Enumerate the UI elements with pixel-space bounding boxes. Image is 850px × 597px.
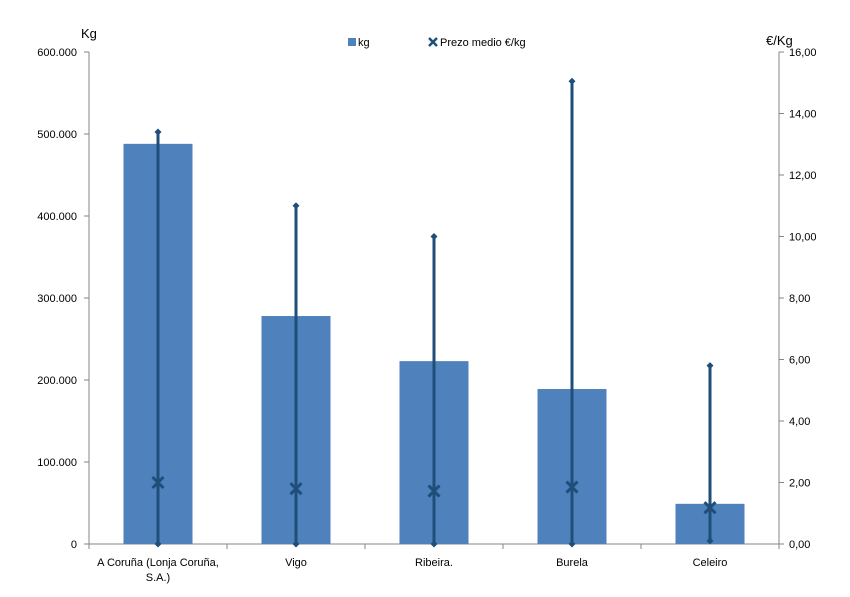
- right-axis-ticks: 0,00 2,00 4,00 6,00 8,00 10,00 12,00 14,00 16,00: [779, 47, 817, 551]
- left-tick-label: 0: [71, 539, 77, 551]
- price-markers: [151, 475, 717, 515]
- price-min-marker: [706, 537, 714, 545]
- right-tick-label: 0,00: [789, 539, 810, 551]
- price-max-marker: [430, 233, 438, 240]
- price-min-marker: [568, 540, 576, 548]
- legend-price-label: Prezo medio €/kg: [440, 37, 526, 49]
- left-tick-label: 600.000: [37, 47, 77, 59]
- price-avg-marker: [289, 482, 303, 496]
- legend-price-marker-icon: [428, 37, 438, 47]
- price-max-marker: [154, 128, 162, 136]
- price-avg-marker: [565, 480, 579, 494]
- price-range-lines: [154, 77, 714, 548]
- legend-kg-swatch: [348, 38, 356, 46]
- legend: kg Prezo medio €/kg: [348, 37, 526, 49]
- legend-kg-label: kg: [358, 37, 370, 49]
- price-max-marker: [568, 77, 576, 85]
- category-labels: A Coruña (Lonja Coruña, S.A.) Vigo Ribeira.…: [97, 557, 727, 584]
- left-tick-label: 100.000: [37, 457, 77, 469]
- left-tick-label: 300.000: [37, 293, 77, 305]
- price-max-marker: [706, 362, 714, 370]
- price-avg-marker: [151, 475, 165, 490]
- price-min-marker: [430, 540, 438, 548]
- category-label: A Coruña (Lonja Coruña, S.A.): [97, 557, 219, 584]
- right-tick-label: 6,00: [789, 355, 810, 367]
- category-label: Ribeira.: [415, 557, 453, 569]
- category-label: Celeiro: [693, 557, 728, 569]
- left-tick-label: 200.000: [37, 375, 77, 387]
- left-tick-label: 500.000: [37, 129, 77, 141]
- right-tick-label: 10,00: [789, 232, 817, 244]
- left-axis-ticks: 0 100.000 200.000 300.000 400.000 500.000 600.…: [37, 47, 89, 551]
- category-label: Vigo: [285, 557, 307, 569]
- right-axis-label: €/Kg: [766, 33, 793, 48]
- right-tick-label: 8,00: [789, 293, 810, 305]
- left-tick-label: 400.000: [37, 211, 77, 223]
- left-axis-label: Kg: [81, 26, 97, 41]
- right-tick-label: 14,00: [789, 109, 817, 121]
- category-label: Burela: [556, 557, 589, 569]
- right-tick-label: 16,00: [789, 47, 817, 59]
- x-axis-ticks: [88, 544, 780, 549]
- price-avg-marker: [427, 484, 441, 498]
- price-min-marker: [154, 540, 162, 548]
- price-max-marker: [292, 202, 300, 210]
- right-tick-label: 2,00: [789, 478, 810, 490]
- price-avg-marker: [703, 501, 717, 515]
- right-tick-label: 12,00: [789, 170, 817, 182]
- right-tick-label: 4,00: [789, 416, 810, 428]
- price-min-marker: [292, 540, 300, 548]
